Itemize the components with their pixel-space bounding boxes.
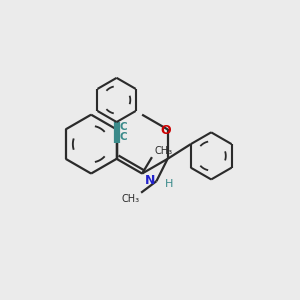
Text: C: C: [119, 132, 127, 142]
Text: CH₃: CH₃: [122, 194, 140, 204]
Text: CH₃: CH₃: [154, 146, 172, 156]
Text: C: C: [119, 122, 127, 132]
Text: H: H: [165, 178, 173, 189]
Text: N: N: [145, 174, 155, 187]
Text: O: O: [161, 124, 172, 137]
